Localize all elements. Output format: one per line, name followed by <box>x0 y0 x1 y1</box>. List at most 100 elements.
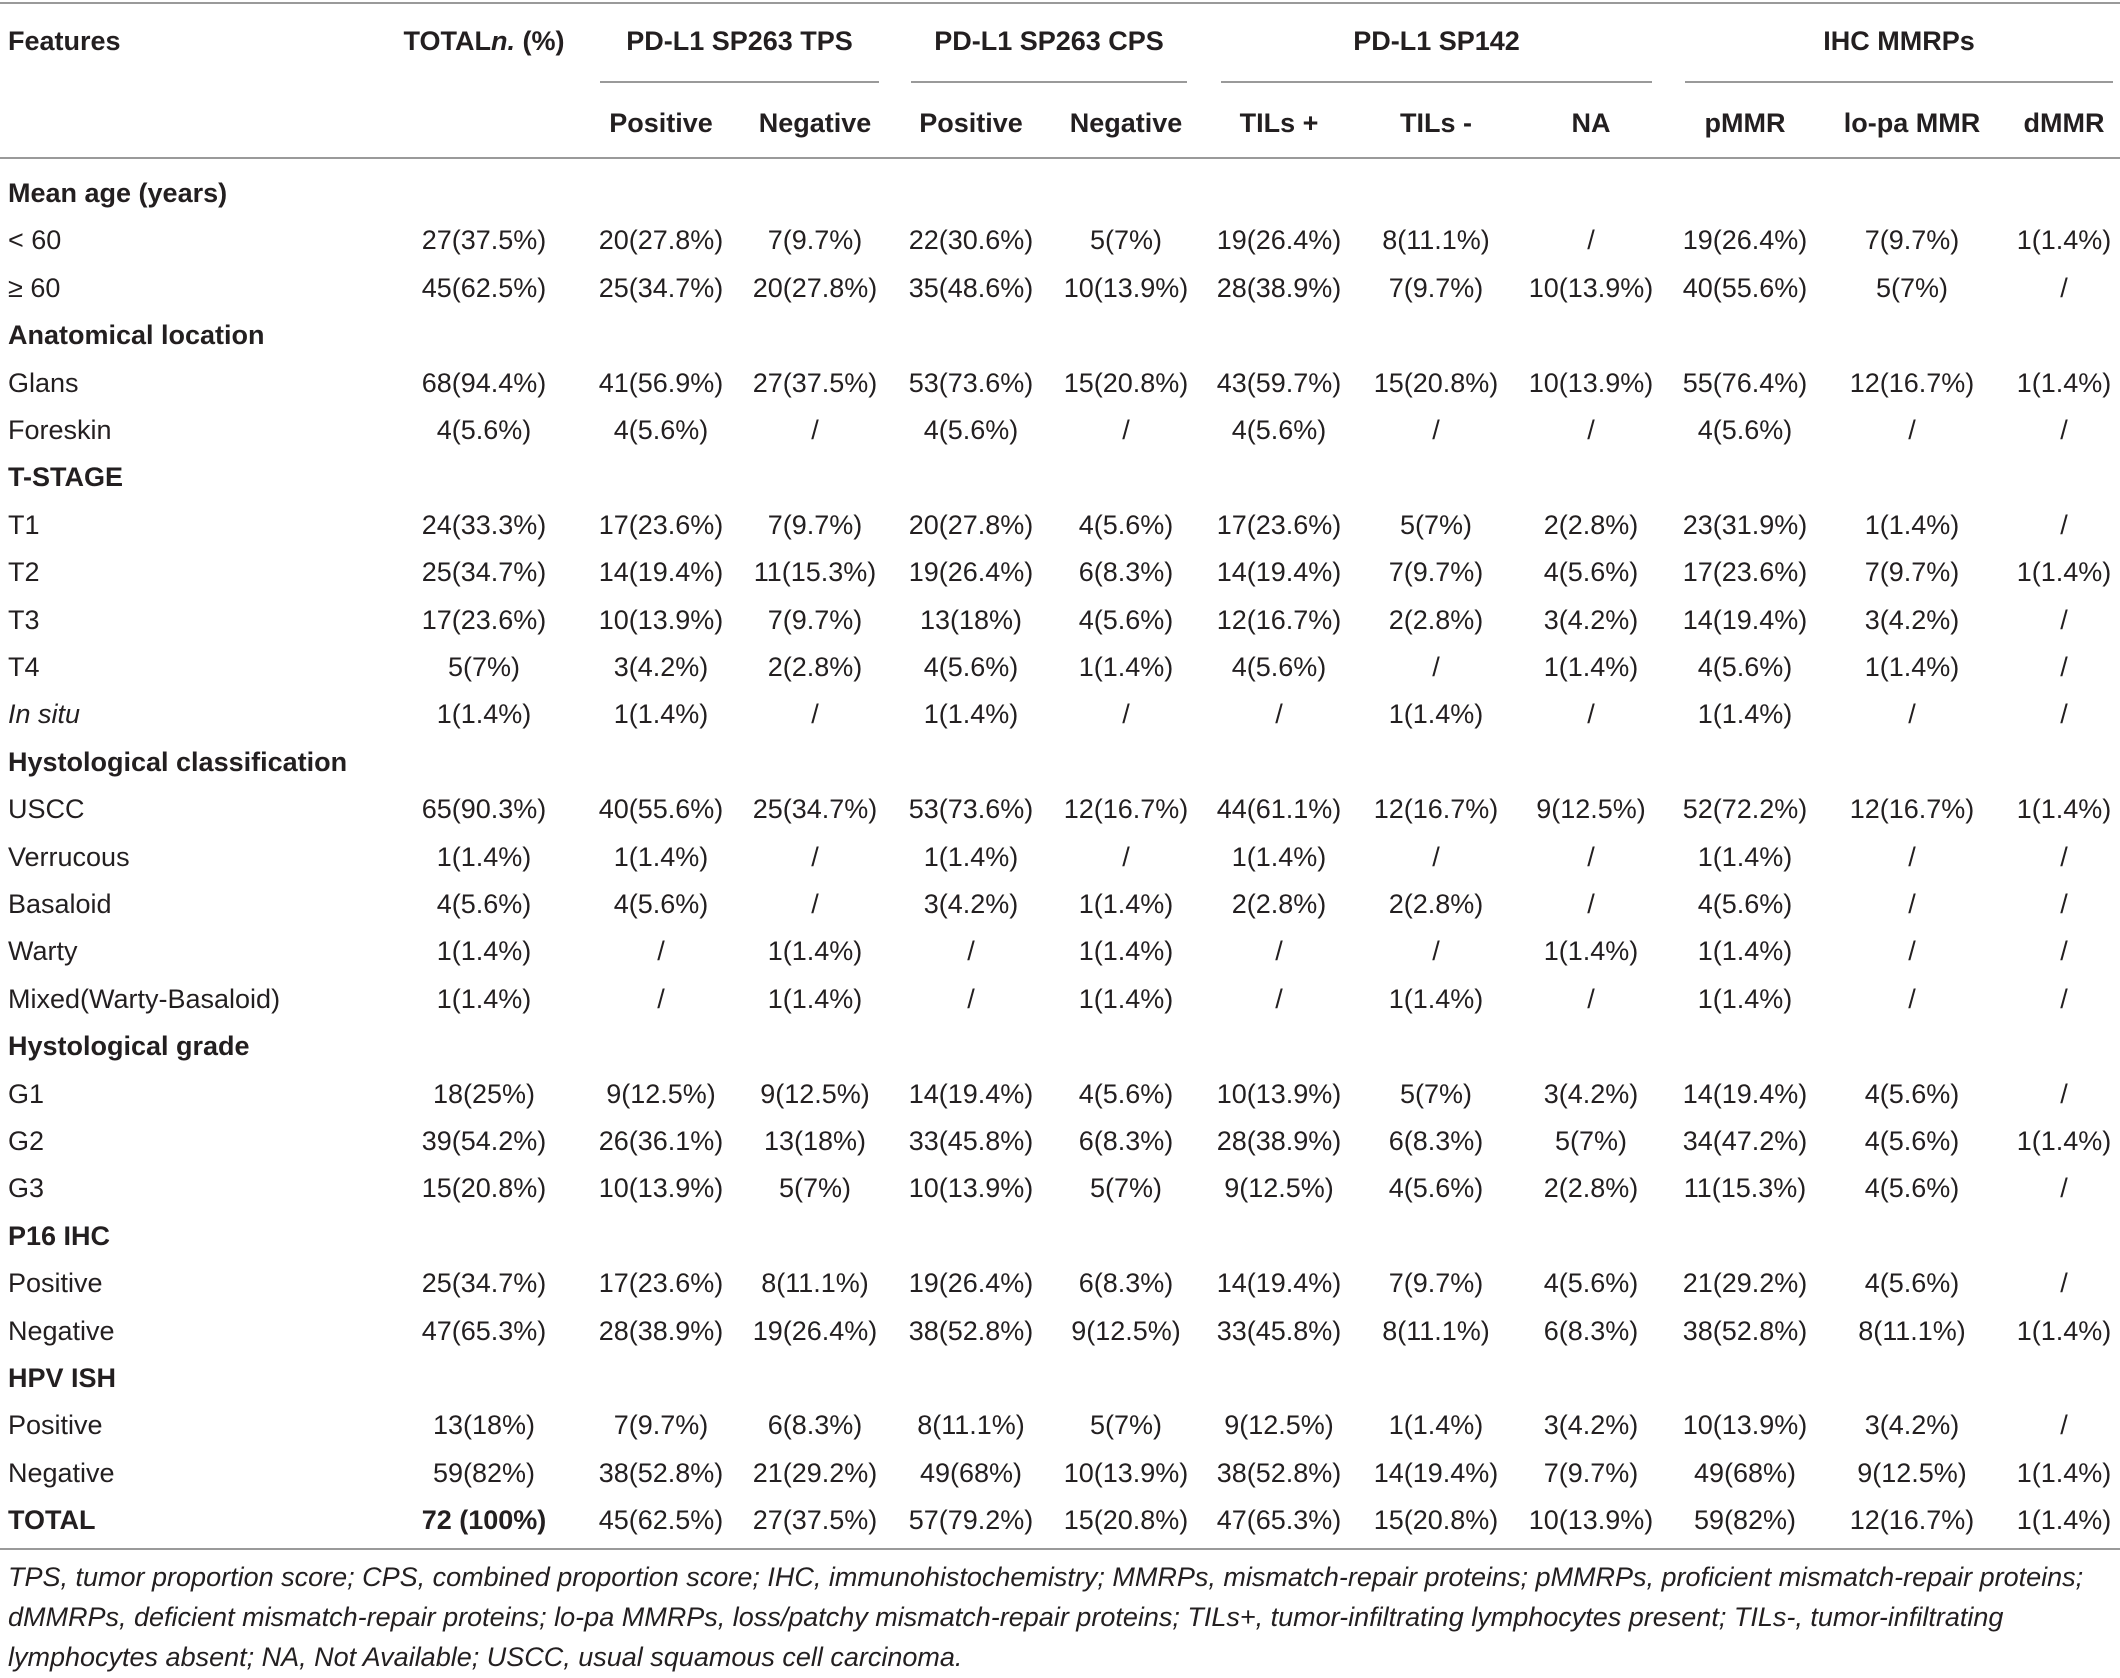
cell: 17(23.6%) <box>598 1268 724 1299</box>
row-label: In situ <box>8 699 81 730</box>
cell: 13(18%) <box>919 604 1023 635</box>
cell: 14(19.4%) <box>598 557 724 588</box>
total-cell: 1(1.4%) <box>2016 1505 2112 1536</box>
cell: 5(7%) <box>1089 1173 1163 1204</box>
cell: 17(23.6%) <box>1216 509 1342 540</box>
cell: 1(1.4%) <box>767 936 863 967</box>
group-header: PD-L1 SP142 <box>1353 26 1520 56</box>
cell: 6(8.3%) <box>1388 1126 1484 1156</box>
cell: 9(12.5%) <box>760 1078 870 1109</box>
cell: 7(9.7%) <box>1543 1457 1639 1488</box>
column-header: pMMR <box>1704 108 1786 138</box>
total-cell: 12(16.7%) <box>1849 1505 1975 1536</box>
cell: 1(1.4%) <box>923 841 1019 872</box>
cell: 7(9.7%) <box>767 509 863 540</box>
cell: 7(9.7%) <box>613 1410 709 1441</box>
group-rule <box>1685 81 2113 83</box>
cell: 53(73.6%) <box>908 367 1034 398</box>
cell: 1(1.4%) <box>1543 652 1639 682</box>
total-cell: 10(13.9%) <box>1528 1505 1654 1536</box>
cell: 49(68%) <box>1693 1457 1797 1488</box>
cell: 45(62.5%) <box>421 272 547 303</box>
cell: 14(19.4%) <box>1682 1078 1808 1109</box>
cell: 4(5.6%) <box>1078 509 1174 540</box>
cell: 9(12.5%) <box>1536 794 1646 825</box>
cell: 19(26.4%) <box>908 1268 1034 1299</box>
row-label: G3 <box>8 1173 45 1204</box>
cell: 7(9.7%) <box>1388 557 1484 588</box>
cell: 12(16.7%) <box>1849 367 1975 398</box>
cell: 5(7%) <box>1399 1078 1473 1109</box>
cell: / <box>2060 1078 2068 1109</box>
cell: 1(1.4%) <box>1231 841 1327 872</box>
cell: / <box>2060 699 2068 730</box>
cell: / <box>2060 983 2068 1014</box>
cell: 12(16.7%) <box>1216 604 1342 635</box>
cell: 3(4.2%) <box>1864 604 1960 635</box>
cell: 35(48.6%) <box>908 272 1034 303</box>
total-cell: 57(79.2%) <box>908 1505 1034 1536</box>
cell: 1(1.4%) <box>1078 889 1174 919</box>
cell: / <box>1908 699 1916 730</box>
row-label: Mixed(Warty-Basaloid) <box>8 983 281 1014</box>
column-header: dMMR <box>2023 108 2105 138</box>
total-header-part: TOTAL <box>403 26 491 56</box>
header-rule <box>0 157 2120 159</box>
cell: 9(12.5%) <box>1224 1173 1334 1204</box>
cell: 4(5.6%) <box>1078 1078 1174 1109</box>
cell: 3(4.2%) <box>1543 604 1639 635</box>
cell: 27(37.5%) <box>421 225 547 256</box>
cell: 3(4.2%) <box>1864 1410 1960 1441</box>
cell: 1(1.4%) <box>436 841 532 872</box>
cell: 4(5.6%) <box>613 415 709 445</box>
cell: 9(12.5%) <box>1224 1410 1334 1441</box>
cell: 1(1.4%) <box>1697 699 1793 730</box>
column-header: Positive <box>609 108 713 138</box>
cell: 2(2.8%) <box>1543 509 1639 540</box>
cell: / <box>1275 983 1283 1014</box>
cell: 4(5.6%) <box>1864 1078 1960 1109</box>
cell: 1(1.4%) <box>2016 794 2112 825</box>
cell: 19(26.4%) <box>1216 225 1342 256</box>
cell: 8(11.1%) <box>917 1410 1025 1441</box>
section-title: Hystological classification <box>8 746 348 777</box>
column-header: Negative <box>758 108 872 138</box>
section-title: Mean age (years) <box>8 178 228 208</box>
total-header-part: n. <box>490 26 515 56</box>
cell: / <box>1122 415 1130 445</box>
cell: 10(13.9%) <box>1528 367 1654 398</box>
row-label: Warty <box>8 936 78 967</box>
row-label: Positive <box>8 1410 103 1441</box>
cell: 10(13.9%) <box>1216 1078 1342 1109</box>
cell: 1(1.4%) <box>2016 225 2112 256</box>
section-title: Hystological grade <box>8 1031 250 1062</box>
cell: 14(19.4%) <box>1373 1457 1499 1488</box>
cell: 9(12.5%) <box>1857 1457 1967 1488</box>
cell: 27(37.5%) <box>752 367 878 398</box>
cell: 4(5.6%) <box>1697 652 1793 682</box>
row-label: T4 <box>8 652 40 682</box>
cell: 49(68%) <box>919 1457 1023 1488</box>
cell: / <box>1587 699 1595 730</box>
cell: 10(13.9%) <box>1063 272 1189 303</box>
cell: 7(9.7%) <box>1388 1268 1484 1299</box>
cell: / <box>1908 415 1916 445</box>
column-header: Positive <box>919 108 1023 138</box>
cell: / <box>2060 604 2068 635</box>
cell: / <box>1587 983 1595 1014</box>
cell: 1(1.4%) <box>2016 1126 2112 1156</box>
cell: 1(1.4%) <box>2016 1457 2112 1488</box>
total-cell: 72 (100%) <box>421 1505 547 1536</box>
cell: 5(7%) <box>1554 1126 1628 1156</box>
cell: 65(90.3%) <box>421 794 547 825</box>
cell: 1(1.4%) <box>1543 936 1639 967</box>
cell: 22(30.6%) <box>908 225 1034 256</box>
cell: / <box>657 983 665 1014</box>
cell: 38(52.8%) <box>1216 1457 1342 1488</box>
cell: 41(56.9%) <box>598 367 724 398</box>
cell: 1(1.4%) <box>1697 936 1793 967</box>
cell: / <box>2060 889 2068 919</box>
cell: / <box>967 983 975 1014</box>
row-label: Basaloid <box>8 889 112 919</box>
cell: 26(36.1%) <box>598 1126 724 1156</box>
